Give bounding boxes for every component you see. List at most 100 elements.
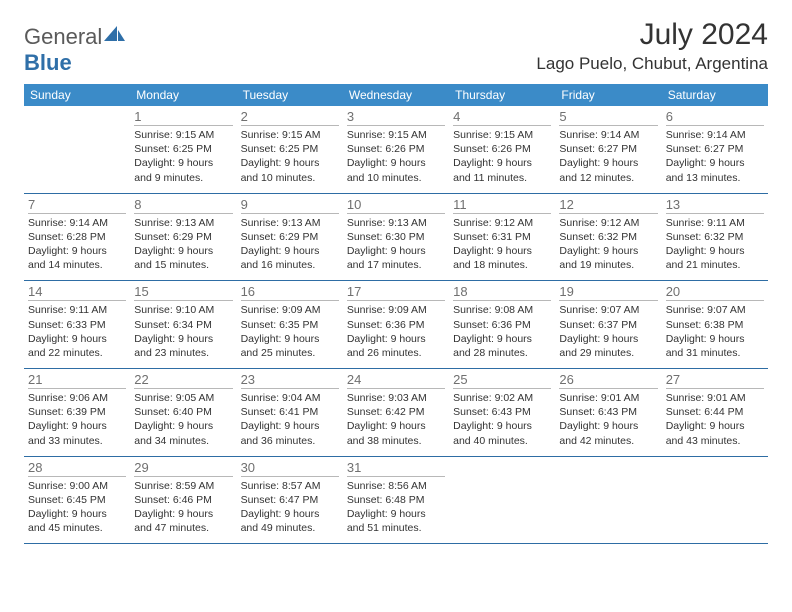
daylight-label: Daylight: bbox=[241, 333, 285, 345]
calendar-cell: 9Sunrise: 9:13 AMSunset: 6:29 PMDaylight… bbox=[237, 193, 343, 281]
day-info: Sunrise: 9:13 AMSunset: 6:29 PMDaylight:… bbox=[134, 216, 232, 273]
day-number: 4 bbox=[453, 109, 551, 126]
sunrise-label: Sunrise: bbox=[666, 129, 707, 141]
sunrise-value: 9:13 AM bbox=[176, 217, 215, 229]
sunset-value: 6:25 PM bbox=[279, 143, 318, 155]
sunrise-value: 9:06 AM bbox=[69, 392, 108, 404]
sunset-value: 6:36 PM bbox=[385, 319, 424, 331]
sunset-value: 6:29 PM bbox=[173, 231, 212, 243]
sunrise-label: Sunrise: bbox=[134, 304, 175, 316]
sunrise-label: Sunrise: bbox=[241, 392, 282, 404]
daylight-label: Daylight: bbox=[134, 508, 178, 520]
sunset-label: Sunset: bbox=[347, 494, 386, 506]
day-info: Sunrise: 9:14 AMSunset: 6:27 PMDaylight:… bbox=[666, 128, 764, 185]
sunset-label: Sunset: bbox=[666, 319, 705, 331]
sunrise-label: Sunrise: bbox=[28, 480, 69, 492]
day-info: Sunrise: 9:08 AMSunset: 6:36 PMDaylight:… bbox=[453, 303, 551, 360]
day-info: Sunrise: 9:15 AMSunset: 6:26 PMDaylight:… bbox=[453, 128, 551, 185]
sunset-value: 6:47 PM bbox=[279, 494, 318, 506]
sunset-label: Sunset: bbox=[28, 231, 67, 243]
sunset-label: Sunset: bbox=[347, 406, 386, 418]
day-info: Sunrise: 9:07 AMSunset: 6:37 PMDaylight:… bbox=[559, 303, 657, 360]
calendar-cell: 13Sunrise: 9:11 AMSunset: 6:32 PMDayligh… bbox=[662, 193, 768, 281]
calendar-cell: 15Sunrise: 9:10 AMSunset: 6:34 PMDayligh… bbox=[130, 281, 236, 369]
sunrise-value: 9:13 AM bbox=[282, 217, 321, 229]
day-info: Sunrise: 9:02 AMSunset: 6:43 PMDaylight:… bbox=[453, 391, 551, 448]
daylight-label: Daylight: bbox=[453, 157, 497, 169]
calendar-cell: 24Sunrise: 9:03 AMSunset: 6:42 PMDayligh… bbox=[343, 369, 449, 457]
day-number: 17 bbox=[347, 284, 445, 301]
calendar-cell: 20Sunrise: 9:07 AMSunset: 6:38 PMDayligh… bbox=[662, 281, 768, 369]
calendar-cell: 7Sunrise: 9:14 AMSunset: 6:28 PMDaylight… bbox=[24, 193, 130, 281]
day-info: Sunrise: 9:11 AMSunset: 6:33 PMDaylight:… bbox=[28, 303, 126, 360]
daylight-label: Daylight: bbox=[347, 420, 391, 432]
day-info: Sunrise: 9:09 AMSunset: 6:36 PMDaylight:… bbox=[347, 303, 445, 360]
calendar-cell: 12Sunrise: 9:12 AMSunset: 6:32 PMDayligh… bbox=[555, 193, 661, 281]
sunrise-label: Sunrise: bbox=[134, 392, 175, 404]
sunrise-label: Sunrise: bbox=[241, 480, 282, 492]
calendar-cell: 3Sunrise: 9:15 AMSunset: 6:26 PMDaylight… bbox=[343, 106, 449, 193]
sunset-label: Sunset: bbox=[134, 143, 173, 155]
sunrise-value: 9:01 AM bbox=[707, 392, 746, 404]
location-label: Lago Puelo, Chubut, Argentina bbox=[536, 54, 768, 74]
daylight-label: Daylight: bbox=[666, 157, 710, 169]
sunrise-label: Sunrise: bbox=[666, 217, 707, 229]
sunrise-value: 9:13 AM bbox=[388, 217, 427, 229]
daylight-label: Daylight: bbox=[559, 245, 603, 257]
day-info: Sunrise: 9:13 AMSunset: 6:29 PMDaylight:… bbox=[241, 216, 339, 273]
daylight-label: Daylight: bbox=[559, 333, 603, 345]
sunrise-value: 8:56 AM bbox=[388, 480, 427, 492]
calendar-cell: 27Sunrise: 9:01 AMSunset: 6:44 PMDayligh… bbox=[662, 369, 768, 457]
sunrise-label: Sunrise: bbox=[134, 480, 175, 492]
sunset-value: 6:25 PM bbox=[173, 143, 212, 155]
sunrise-value: 9:15 AM bbox=[388, 129, 427, 141]
day-number: 11 bbox=[453, 197, 551, 214]
sunrise-label: Sunrise: bbox=[453, 392, 494, 404]
day-info: Sunrise: 9:09 AMSunset: 6:35 PMDaylight:… bbox=[241, 303, 339, 360]
sunset-label: Sunset: bbox=[28, 494, 67, 506]
page-title: July 2024 bbox=[536, 18, 768, 52]
sunset-value: 6:34 PM bbox=[173, 319, 212, 331]
daylight-label: Daylight: bbox=[559, 157, 603, 169]
calendar-cell: 2Sunrise: 9:15 AMSunset: 6:25 PMDaylight… bbox=[237, 106, 343, 193]
calendar-row: 21Sunrise: 9:06 AMSunset: 6:39 PMDayligh… bbox=[24, 369, 768, 457]
sunset-value: 6:26 PM bbox=[492, 143, 531, 155]
daylight-label: Daylight: bbox=[241, 508, 285, 520]
sunrise-label: Sunrise: bbox=[666, 392, 707, 404]
sunrise-label: Sunrise: bbox=[666, 304, 707, 316]
day-info: Sunrise: 9:10 AMSunset: 6:34 PMDaylight:… bbox=[134, 303, 232, 360]
sunrise-value: 9:05 AM bbox=[176, 392, 215, 404]
sunset-value: 6:32 PM bbox=[704, 231, 743, 243]
sunrise-label: Sunrise: bbox=[28, 217, 69, 229]
sunset-label: Sunset: bbox=[559, 319, 598, 331]
day-number: 30 bbox=[241, 460, 339, 477]
brand-prefix: General bbox=[24, 24, 102, 49]
day-info: Sunrise: 8:57 AMSunset: 6:47 PMDaylight:… bbox=[241, 479, 339, 536]
daylight-label: Daylight: bbox=[28, 333, 72, 345]
day-info: Sunrise: 9:01 AMSunset: 6:44 PMDaylight:… bbox=[666, 391, 764, 448]
calendar-cell: 1Sunrise: 9:15 AMSunset: 6:25 PMDaylight… bbox=[130, 106, 236, 193]
day-info: Sunrise: 8:59 AMSunset: 6:46 PMDaylight:… bbox=[134, 479, 232, 536]
daylight-label: Daylight: bbox=[453, 420, 497, 432]
calendar-cell: 23Sunrise: 9:04 AMSunset: 6:41 PMDayligh… bbox=[237, 369, 343, 457]
sunset-value: 6:44 PM bbox=[704, 406, 743, 418]
day-info: Sunrise: 9:11 AMSunset: 6:32 PMDaylight:… bbox=[666, 216, 764, 273]
sunset-value: 6:28 PM bbox=[67, 231, 106, 243]
calendar-cell: 5Sunrise: 9:14 AMSunset: 6:27 PMDaylight… bbox=[555, 106, 661, 193]
calendar-cell: 14Sunrise: 9:11 AMSunset: 6:33 PMDayligh… bbox=[24, 281, 130, 369]
calendar-cell: 19Sunrise: 9:07 AMSunset: 6:37 PMDayligh… bbox=[555, 281, 661, 369]
daylight-label: Daylight: bbox=[28, 508, 72, 520]
sunrise-label: Sunrise: bbox=[347, 217, 388, 229]
daylight-label: Daylight: bbox=[241, 420, 285, 432]
sunset-value: 6:45 PM bbox=[67, 494, 106, 506]
sunrise-label: Sunrise: bbox=[347, 392, 388, 404]
sunrise-label: Sunrise: bbox=[347, 129, 388, 141]
calendar-cell: 25Sunrise: 9:02 AMSunset: 6:43 PMDayligh… bbox=[449, 369, 555, 457]
sunrise-label: Sunrise: bbox=[559, 129, 600, 141]
day-number: 3 bbox=[347, 109, 445, 126]
sunset-label: Sunset: bbox=[559, 231, 598, 243]
sunset-label: Sunset: bbox=[28, 406, 67, 418]
calendar-table: SundayMondayTuesdayWednesdayThursdayFrid… bbox=[24, 84, 768, 544]
sunset-value: 6:40 PM bbox=[173, 406, 212, 418]
sunset-value: 6:27 PM bbox=[704, 143, 743, 155]
